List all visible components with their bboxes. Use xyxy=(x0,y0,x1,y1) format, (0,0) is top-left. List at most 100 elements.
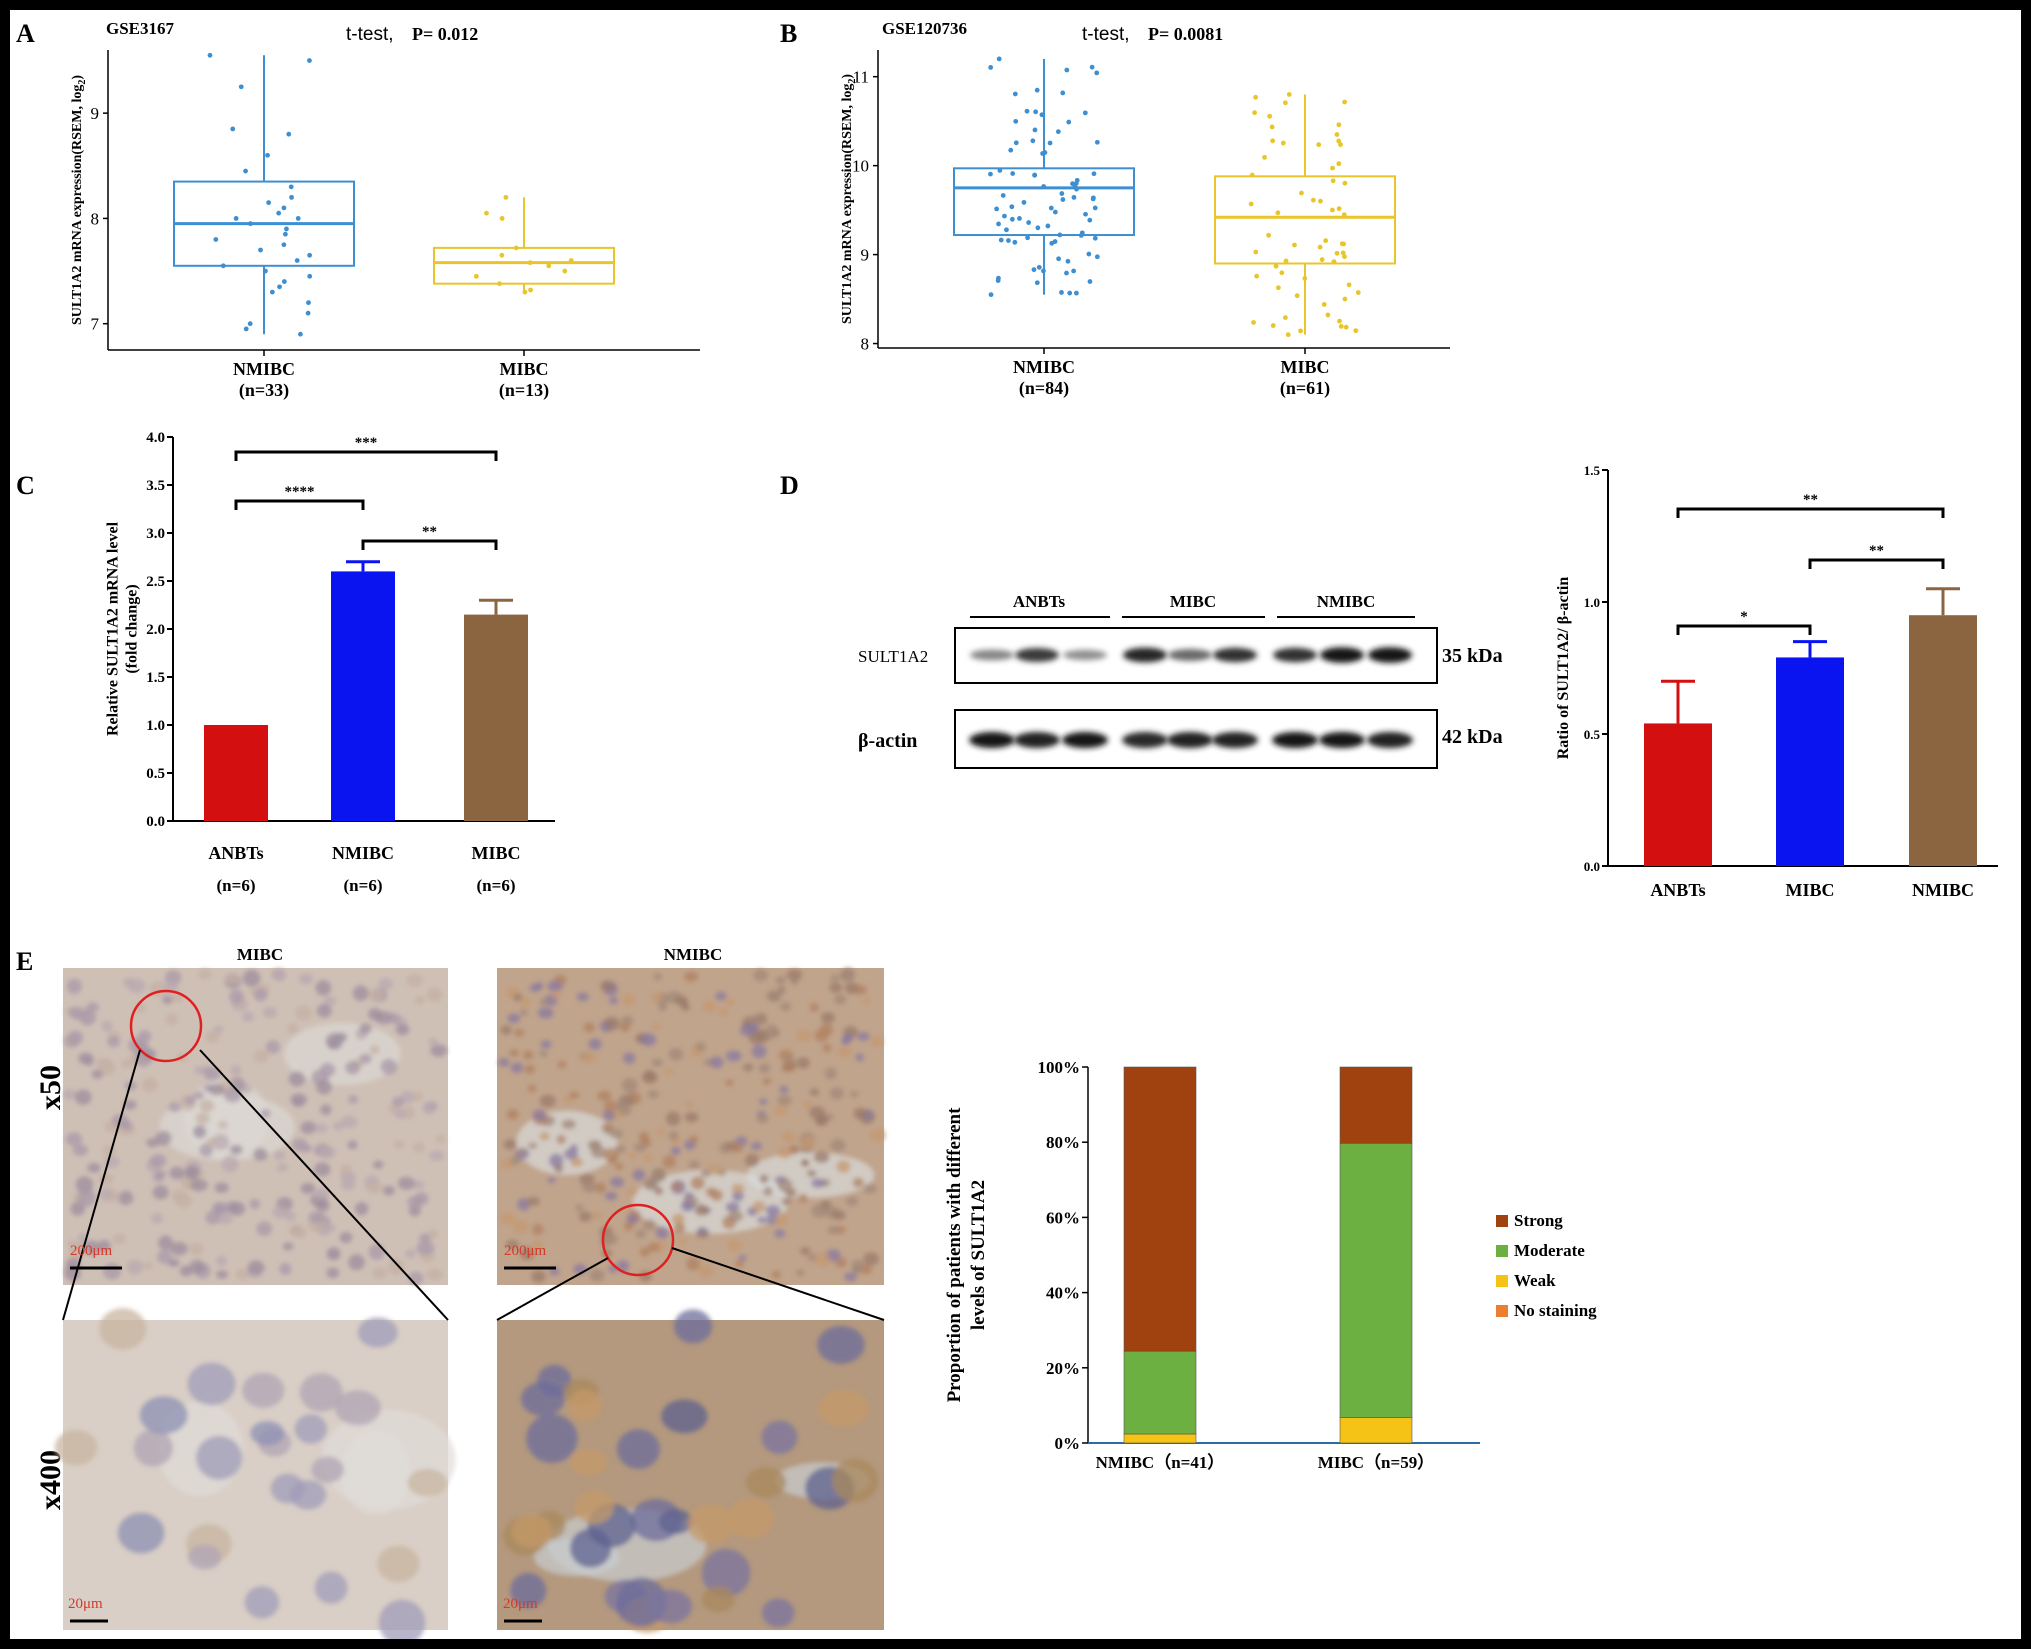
data-point xyxy=(995,278,1001,284)
band-actin xyxy=(1319,732,1365,748)
cell-nucleus xyxy=(87,1162,101,1173)
data-point xyxy=(1071,268,1077,274)
cell-nucleus xyxy=(103,1262,121,1280)
cell-nucleus xyxy=(519,1246,535,1261)
cell-nucleus xyxy=(184,1096,196,1106)
data-point xyxy=(513,245,519,251)
band-sult1a2 xyxy=(1168,649,1212,661)
cell-nucleus xyxy=(133,1429,174,1467)
cell-nucleus xyxy=(604,1016,620,1031)
data-point xyxy=(298,331,303,337)
cell-nucleus xyxy=(253,1147,268,1161)
cell-nucleus xyxy=(827,1225,839,1235)
cell-nucleus xyxy=(294,1004,313,1021)
data-point xyxy=(1092,235,1098,241)
cell-nucleus xyxy=(623,1221,634,1231)
cell-nucleus xyxy=(603,1147,618,1162)
cell-nucleus xyxy=(500,1212,516,1225)
cell-nucleus xyxy=(576,992,589,1002)
cell-nucleus xyxy=(265,1040,281,1054)
cell-nucleus xyxy=(345,1060,361,1075)
cell-nucleus xyxy=(284,1211,296,1222)
cell-nucleus xyxy=(751,1044,767,1059)
cell-nucleus xyxy=(354,1201,369,1216)
cell-nucleus xyxy=(294,1414,327,1444)
cell-nucleus xyxy=(725,998,735,1006)
data-point xyxy=(1048,205,1054,211)
cell-nucleus xyxy=(126,1259,143,1275)
cell-nucleus xyxy=(498,1058,510,1067)
data-point xyxy=(1047,140,1053,146)
cell-nucleus xyxy=(728,1498,774,1539)
cell-nucleus xyxy=(334,1390,381,1426)
cell-nucleus xyxy=(590,1145,607,1159)
cell-nucleus xyxy=(740,1024,756,1037)
cell-nucleus xyxy=(155,1169,167,1178)
data-point xyxy=(484,210,489,216)
scale-label-nmibc-x50: 200μm xyxy=(504,1243,547,1259)
zoom-line-nmibc-left xyxy=(496,1257,609,1321)
y-tick-label: 80% xyxy=(1046,1133,1080,1152)
data-point xyxy=(998,237,1004,243)
cell-nucleus xyxy=(216,1212,233,1225)
cell-nucleus xyxy=(242,969,261,987)
cell-nucleus xyxy=(142,1261,154,1270)
cell-nucleus xyxy=(316,1079,332,1095)
cell-nucleus xyxy=(206,1137,217,1147)
cell-nucleus xyxy=(286,1022,299,1035)
data-point xyxy=(1032,172,1038,178)
cell-nucleus xyxy=(863,1252,879,1266)
cell-nucleus xyxy=(430,1044,448,1057)
data-point xyxy=(306,300,311,306)
y-tick-label: 9 xyxy=(91,104,100,123)
data-point xyxy=(1056,256,1062,262)
significance-bracket xyxy=(361,539,498,550)
cell-nucleus xyxy=(524,1064,536,1074)
cell-nucleus xyxy=(656,1127,666,1136)
cell-nucleus xyxy=(745,1153,760,1167)
cell-nucleus xyxy=(645,1180,658,1190)
y-tick-label: 40% xyxy=(1046,1284,1080,1303)
blot-row-label-sult1a2: SULT1A2 xyxy=(858,647,928,666)
cell-nucleus xyxy=(427,1037,438,1046)
cell-nucleus xyxy=(822,1043,832,1053)
cell-nucleus xyxy=(184,1166,200,1180)
data-point xyxy=(281,205,287,211)
cell-nucleus xyxy=(522,1050,534,1060)
cell-nucleus xyxy=(158,1235,174,1251)
cell-nucleus xyxy=(759,1098,768,1105)
cell-nucleus xyxy=(609,996,618,1005)
x-category-n: (n=6) xyxy=(217,876,256,895)
data-point xyxy=(546,263,552,269)
cell-nucleus xyxy=(164,970,182,986)
cell-nucleus xyxy=(418,1233,431,1243)
data-point xyxy=(1292,242,1297,248)
cell-nucleus xyxy=(101,1020,113,1032)
y-tick-label: 2.5 xyxy=(146,574,165,590)
ihc-row-label-x50: x50 xyxy=(34,1065,67,1110)
box-mibc xyxy=(433,246,615,285)
cell-nucleus xyxy=(765,1204,781,1217)
cell-nucleus xyxy=(413,1180,425,1190)
data-point xyxy=(1087,217,1093,223)
ihc-col-label-mibc: MIBC xyxy=(237,945,283,964)
y-axis-label: SULT1A2 mRNA expression(RSEM, log2) xyxy=(70,75,88,325)
cell-nucleus xyxy=(610,1177,625,1188)
zoom-circle-mibc xyxy=(129,989,203,1063)
y-tick-label: 2.0 xyxy=(146,622,165,638)
cell-nucleus xyxy=(295,1227,307,1240)
segment-strong xyxy=(1123,1066,1197,1352)
y-tick-label: 3.5 xyxy=(146,478,165,494)
cell-nucleus xyxy=(339,1231,353,1244)
cell-nucleus xyxy=(567,1389,602,1422)
cell-nucleus xyxy=(796,1029,812,1042)
cell-nucleus xyxy=(340,1171,357,1183)
cell-nucleus xyxy=(520,997,531,1008)
cell-nucleus xyxy=(99,1308,147,1350)
panel-a-test: t-test, xyxy=(346,24,394,45)
data-point xyxy=(1275,210,1281,216)
cell-nucleus xyxy=(809,1002,819,1013)
data-point xyxy=(1346,282,1352,288)
panel-label-b: B xyxy=(780,19,797,48)
cell-nucleus xyxy=(155,1130,172,1146)
